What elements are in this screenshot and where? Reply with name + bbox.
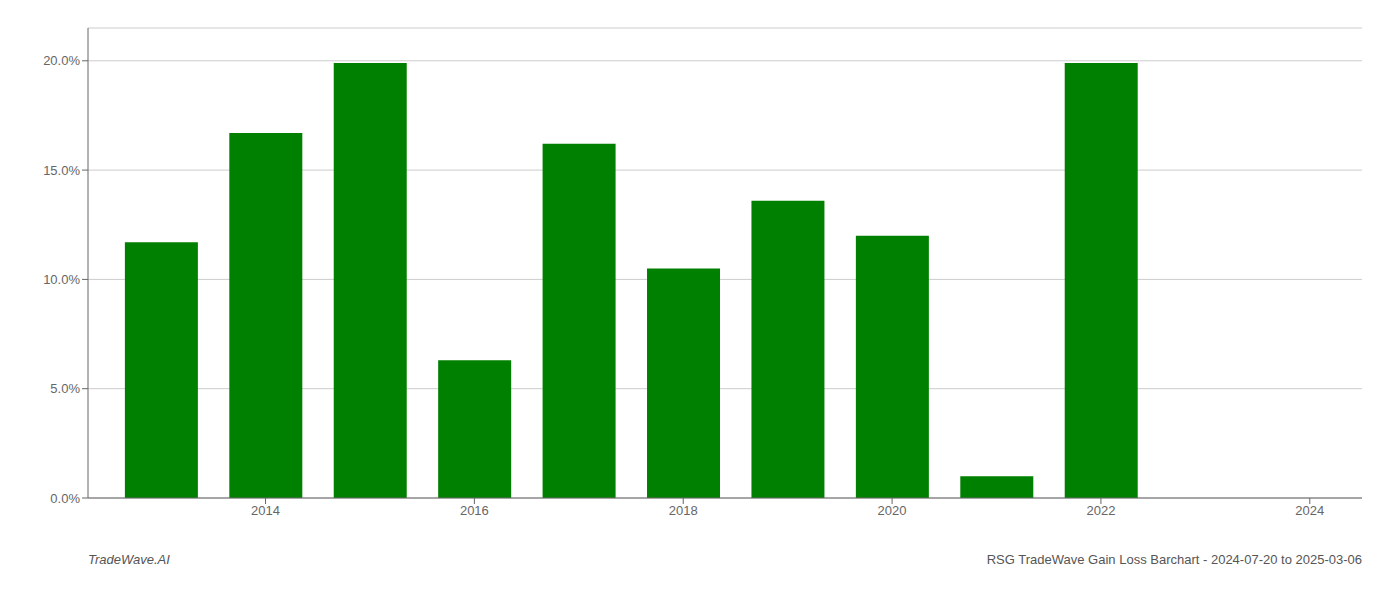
svg-text:5.0%: 5.0%: [50, 381, 80, 396]
svg-text:2014: 2014: [251, 503, 280, 518]
svg-text:2024: 2024: [1295, 503, 1324, 518]
html-text:RSG TradeWave Gain Loss Barcha: RSG TradeWave Gain Loss Barchart - 2024-…: [986, 552, 1362, 567]
html-text:TradeWave.AI: TradeWave.AI: [88, 552, 170, 567]
svg-text:2020: 2020: [878, 503, 907, 518]
svg-text:20.0%: 20.0%: [43, 53, 80, 68]
svg-text:15.0%: 15.0%: [43, 163, 80, 178]
svg-text:2018: 2018: [669, 503, 698, 518]
svg-text:0.0%: 0.0%: [50, 491, 80, 506]
svg-text:2022: 2022: [1086, 503, 1115, 518]
svg-text:2016: 2016: [460, 503, 489, 518]
svg-text:10.0%: 10.0%: [43, 272, 80, 287]
